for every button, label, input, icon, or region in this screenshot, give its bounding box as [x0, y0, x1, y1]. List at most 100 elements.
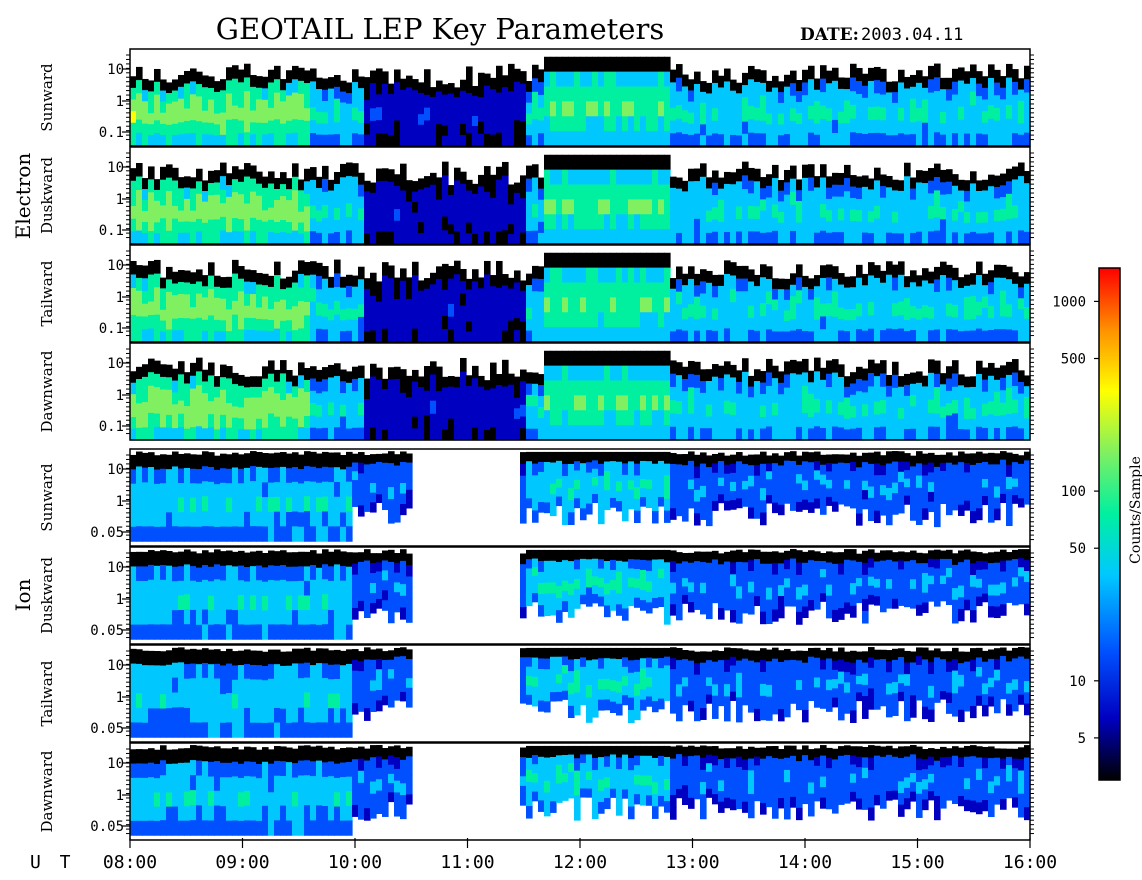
spectrogram-cell	[196, 371, 203, 386]
spectrogram-cell	[724, 413, 731, 428]
spectrogram-cell	[556, 312, 563, 328]
spectrogram-cell	[364, 409, 371, 421]
spectrogram-cell	[688, 181, 695, 195]
spectrogram-cell	[910, 188, 917, 201]
spectrogram-cell	[700, 485, 707, 498]
spectrogram-cell	[748, 167, 755, 182]
spectrogram-cell	[892, 135, 899, 147]
spectrogram-cell	[754, 218, 761, 233]
spectrogram-cell	[184, 83, 191, 97]
spectrogram-cell	[598, 71, 605, 88]
spectrogram-cell	[592, 267, 599, 284]
spectrogram-cell	[196, 526, 203, 542]
spectrogram-cell	[340, 580, 347, 596]
spectrogram-cell	[736, 405, 743, 418]
spectrogram-cell	[478, 186, 485, 199]
spectrogram-cell	[274, 261, 281, 276]
spectrogram-cell	[340, 203, 347, 218]
spectrogram-cell	[322, 564, 329, 580]
spectrogram-cell	[874, 329, 881, 343]
spectrogram-cell	[970, 386, 977, 399]
spectrogram-cell	[766, 358, 773, 374]
spectrogram-cell	[526, 296, 533, 309]
spectrogram-cell	[448, 408, 455, 420]
spectrogram-cell	[700, 113, 707, 125]
spectrogram-cell	[982, 391, 989, 405]
spectrogram-cell	[514, 107, 521, 121]
spectrogram-cell	[262, 111, 269, 124]
spectrogram-cell	[988, 209, 995, 222]
spectrogram-cell	[556, 478, 563, 489]
spectrogram-cell	[280, 289, 287, 301]
spectrogram-cell	[682, 74, 689, 88]
spectrogram-cell	[904, 287, 911, 299]
spectrogram-cell	[532, 91, 539, 106]
spectrogram-cell	[616, 491, 623, 502]
spectrogram-cell	[238, 304, 245, 318]
spectrogram-cell	[1024, 183, 1031, 196]
spectrogram-cell	[700, 392, 707, 406]
spectrogram-cell	[952, 292, 959, 306]
spectrogram-cells	[130, 350, 1031, 441]
spectrogram-cell	[208, 302, 215, 317]
spectrogram-cell	[886, 487, 893, 501]
spectrogram-cell	[586, 282, 593, 298]
spectrogram-cell	[640, 199, 647, 215]
spectrogram-cell	[874, 303, 881, 317]
spectrogram-cell	[394, 572, 401, 583]
spectrogram-cell	[910, 294, 917, 307]
spectrogram-cell	[832, 106, 839, 121]
spectrogram-cell	[268, 373, 275, 388]
spectrogram-cell	[166, 595, 173, 611]
spectrogram-cell	[184, 198, 191, 211]
spectrogram-cell	[334, 376, 341, 390]
spectrogram-cell	[670, 497, 677, 509]
spectrogram-cell	[310, 68, 317, 82]
spectrogram-cell	[232, 179, 239, 193]
spectrogram-cell	[184, 306, 191, 319]
spectrogram-cell	[886, 209, 893, 222]
spectrogram-cell	[748, 105, 755, 120]
spectrogram-cell	[742, 133, 749, 147]
spectrogram-cell	[394, 133, 401, 147]
spectrogram-cell	[760, 232, 767, 245]
panel-frame	[129, 146, 1031, 245]
spectrogram-cell	[526, 383, 533, 396]
spectrogram-cell	[190, 566, 197, 582]
spectrogram-cell	[340, 483, 347, 499]
spectrogram-cell	[892, 102, 899, 115]
spectrogram-cell	[832, 266, 839, 280]
spectrogram-cell	[826, 462, 833, 473]
spectrogram-cell	[772, 378, 779, 392]
spectrogram-cell	[784, 387, 791, 402]
spectrogram-cell	[274, 233, 281, 245]
spectrogram-cell	[718, 485, 725, 495]
spectrogram-cell	[334, 207, 341, 221]
spectrogram-cell	[346, 216, 353, 232]
spectrogram-cell	[136, 366, 143, 380]
spectrogram-cell	[730, 275, 737, 290]
spectrogram-cell	[814, 319, 821, 332]
spectrogram-cell	[376, 589, 383, 600]
spectrogram-cell	[268, 413, 275, 428]
spectrogram-cell	[940, 288, 947, 303]
spectrogram-cell	[1024, 79, 1031, 94]
spectrogram-cell	[406, 222, 413, 234]
spectrogram-cell	[304, 466, 311, 482]
spectrogram-cell	[952, 267, 959, 281]
spectrogram-cell	[844, 298, 851, 310]
spectrogram-cell	[526, 135, 533, 147]
spectrogram-cell	[988, 427, 995, 441]
spectrogram-cell	[208, 76, 215, 89]
spectrogram-cell	[712, 133, 719, 147]
spectrogram-cell	[670, 486, 677, 498]
spectrogram-cell	[760, 428, 767, 441]
spectrogram-cell	[268, 386, 275, 401]
spectrogram-cell	[916, 512, 923, 525]
spectrogram-cell	[916, 319, 923, 332]
spectrogram-cell	[844, 123, 851, 136]
y-tick-label: 10	[107, 356, 124, 372]
spectrogram-cell	[268, 624, 275, 640]
spectrogram-cell	[406, 418, 413, 430]
